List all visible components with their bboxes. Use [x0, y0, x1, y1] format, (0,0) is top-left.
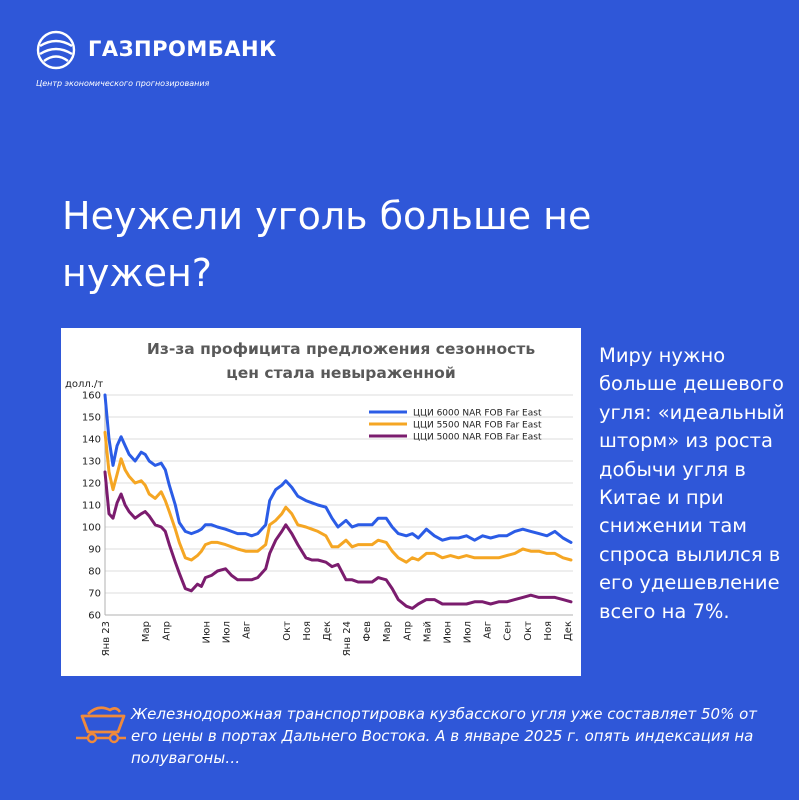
x-tick-label: Дек: [322, 621, 333, 641]
x-tick-label: Сен: [503, 621, 514, 641]
x-tick-labels: Янв 23 Мар Апр Июн Июл Авг Окт Ноя Дек Янв 24 Фев М…: [101, 621, 574, 656]
y-tick-label: 160: [82, 391, 101, 402]
x-tick-label: Авг: [483, 621, 494, 639]
y-tick-label: 60: [88, 611, 101, 622]
coal-price-chart: Из-за профицита предложения сезонность ц…: [65, 340, 574, 656]
x-tick-label: Дек: [563, 621, 574, 641]
x-tick-label: Июл: [222, 621, 233, 643]
x-tick-label: Мар: [141, 621, 152, 642]
y-tick-label: 130: [82, 457, 101, 468]
legend-label: ЦЦИ 5000 NAR FOB Far East: [413, 433, 542, 443]
x-tick-label: Июн: [442, 621, 453, 643]
series-line-2: [103, 430, 573, 564]
x-tick-label: Мар: [382, 621, 393, 642]
x-tick-label: Июн: [201, 621, 212, 643]
y-tick-label: 150: [82, 413, 101, 424]
y-tick-label: 140: [82, 435, 101, 446]
x-tick-label: Авг: [242, 621, 253, 639]
coal-wagon-icon: [76, 706, 126, 744]
x-tick-label: Окт: [523, 621, 534, 641]
x-tick-label: Янв 24: [342, 621, 353, 656]
legend: ЦЦИ 6000 NAR FOB Far East ЦЦИ 5500 NAR FO…: [369, 409, 542, 443]
series-line-3: [103, 470, 573, 610]
y-tick-label: 80: [88, 567, 101, 578]
side-commentary: Миру нужно больше дешевого угля: «идеаль…: [599, 344, 785, 623]
x-tick-label: Апр: [402, 621, 413, 641]
legend-label: ЦЦИ 5500 NAR FOB Far East: [413, 421, 542, 431]
x-tick-label: Май: [422, 621, 433, 642]
x-tick-label: Окт: [282, 621, 293, 641]
y-tick-label: 110: [82, 501, 101, 512]
y-axis-label: долл./т: [65, 379, 103, 390]
x-tick-label: Ноя: [543, 621, 554, 641]
x-tick-label: Апр: [161, 621, 172, 641]
series-line-1: [103, 393, 573, 544]
brand-subtitle: Центр экономического прогнозирования: [36, 79, 210, 88]
x-tick-label: Ноя: [302, 621, 313, 641]
y-tick-label: 70: [88, 589, 101, 600]
chart-panel: Из-за профицита предложения сезонность ц…: [61, 328, 581, 676]
y-tick-label: 90: [88, 545, 101, 556]
chart-title-line2: цен стала невыраженной: [226, 364, 455, 382]
brand-name: ГАЗПРОМБАНК: [88, 37, 277, 61]
x-tick-label: Янв 23: [101, 621, 112, 656]
footnote: Железнодорожная транспортировка кузбасск…: [131, 705, 758, 767]
legend-label: ЦЦИ 6000 NAR FOB Far East: [413, 409, 542, 419]
chart-title-line1: Из-за профицита предложения сезонность: [147, 340, 535, 358]
x-tick-label: Июл: [463, 621, 474, 643]
x-tick-label: Фев: [362, 621, 373, 642]
gazprombank-globe-logo-icon: [36, 30, 76, 70]
headline: Неужели уголь больше не нужен?: [62, 194, 592, 295]
y-tick-labels: 60 70 80 90 100 110 120 130 140 150 160: [82, 391, 101, 622]
series-lines: [103, 393, 573, 610]
y-tick-label: 100: [82, 523, 101, 534]
y-tick-label: 120: [82, 479, 101, 490]
